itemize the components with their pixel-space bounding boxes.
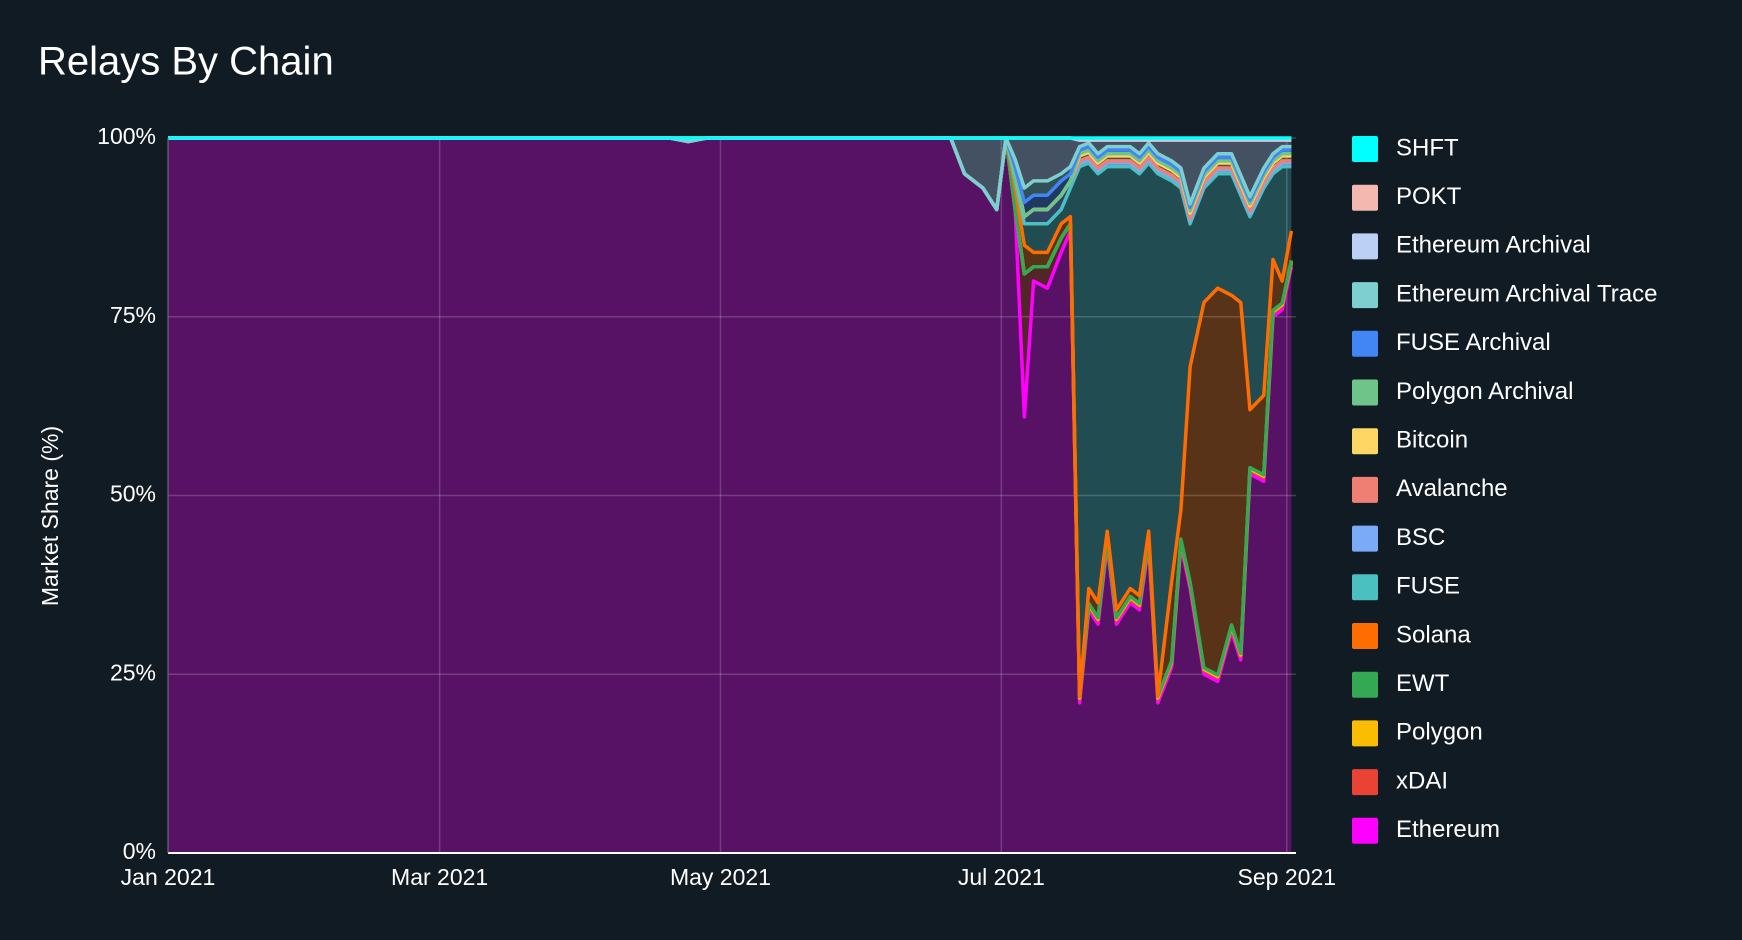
area [168,138,1292,853]
x-tick-label: Mar 2021 [391,864,488,890]
legend-swatch [1352,623,1378,649]
x-tick-label: Jul 2021 [958,864,1045,890]
x-tick-label: May 2021 [670,864,771,890]
legend-label: Polygon [1396,719,1483,746]
legend-swatch [1352,184,1378,211]
legend-swatch [1352,330,1378,357]
legend-swatch [1352,769,1378,796]
legend-label: Ethereum [1396,816,1500,843]
legend-label: Ethereum Archival Trace [1396,280,1657,307]
legend-label: Bitcoin [1396,427,1468,454]
legend-label: xDAI [1396,767,1448,794]
legend-swatch [1352,379,1378,406]
legend-label: POKT [1396,183,1462,210]
y-tick-label: 25% [110,659,156,685]
y-tick-label: 75% [110,302,156,328]
legend-swatch [1352,574,1378,601]
series-line [168,136,1292,212]
x-tick-label: Jan 2021 [121,864,216,890]
legend-swatch [1352,233,1378,260]
legend-swatch [1352,282,1378,309]
y-tick-label: 50% [110,481,156,507]
legend-swatch [1352,428,1378,455]
legend-label: SHFT [1396,134,1459,161]
chart-title: Relays By Chain [38,40,334,84]
x-tick-label: Sep 2021 [1238,864,1336,890]
legend-swatch [1352,720,1378,747]
legend-label: Polygon Archival [1396,378,1573,405]
legend-swatch [1352,136,1378,162]
legend-label: BSC [1396,524,1445,551]
legend-swatch [1352,817,1378,844]
y-axis-label: Market Share (%) [37,426,63,606]
legend-label: Solana [1396,621,1471,648]
area [168,138,1292,696]
y-tick-label: 0% [123,838,156,864]
y-tick-label: 100% [97,123,156,149]
area [168,138,1292,210]
legend-label: EWT [1396,670,1450,697]
legend-label: Ethereum Archival [1396,232,1591,259]
legend-swatch [1352,671,1378,698]
legend-label: Avalanche [1396,475,1508,502]
legend-swatch [1352,525,1378,552]
legend-label: FUSE [1396,573,1460,600]
legend-label: FUSE Archival [1396,329,1551,356]
legend-swatch [1352,476,1378,503]
area [168,138,1292,210]
